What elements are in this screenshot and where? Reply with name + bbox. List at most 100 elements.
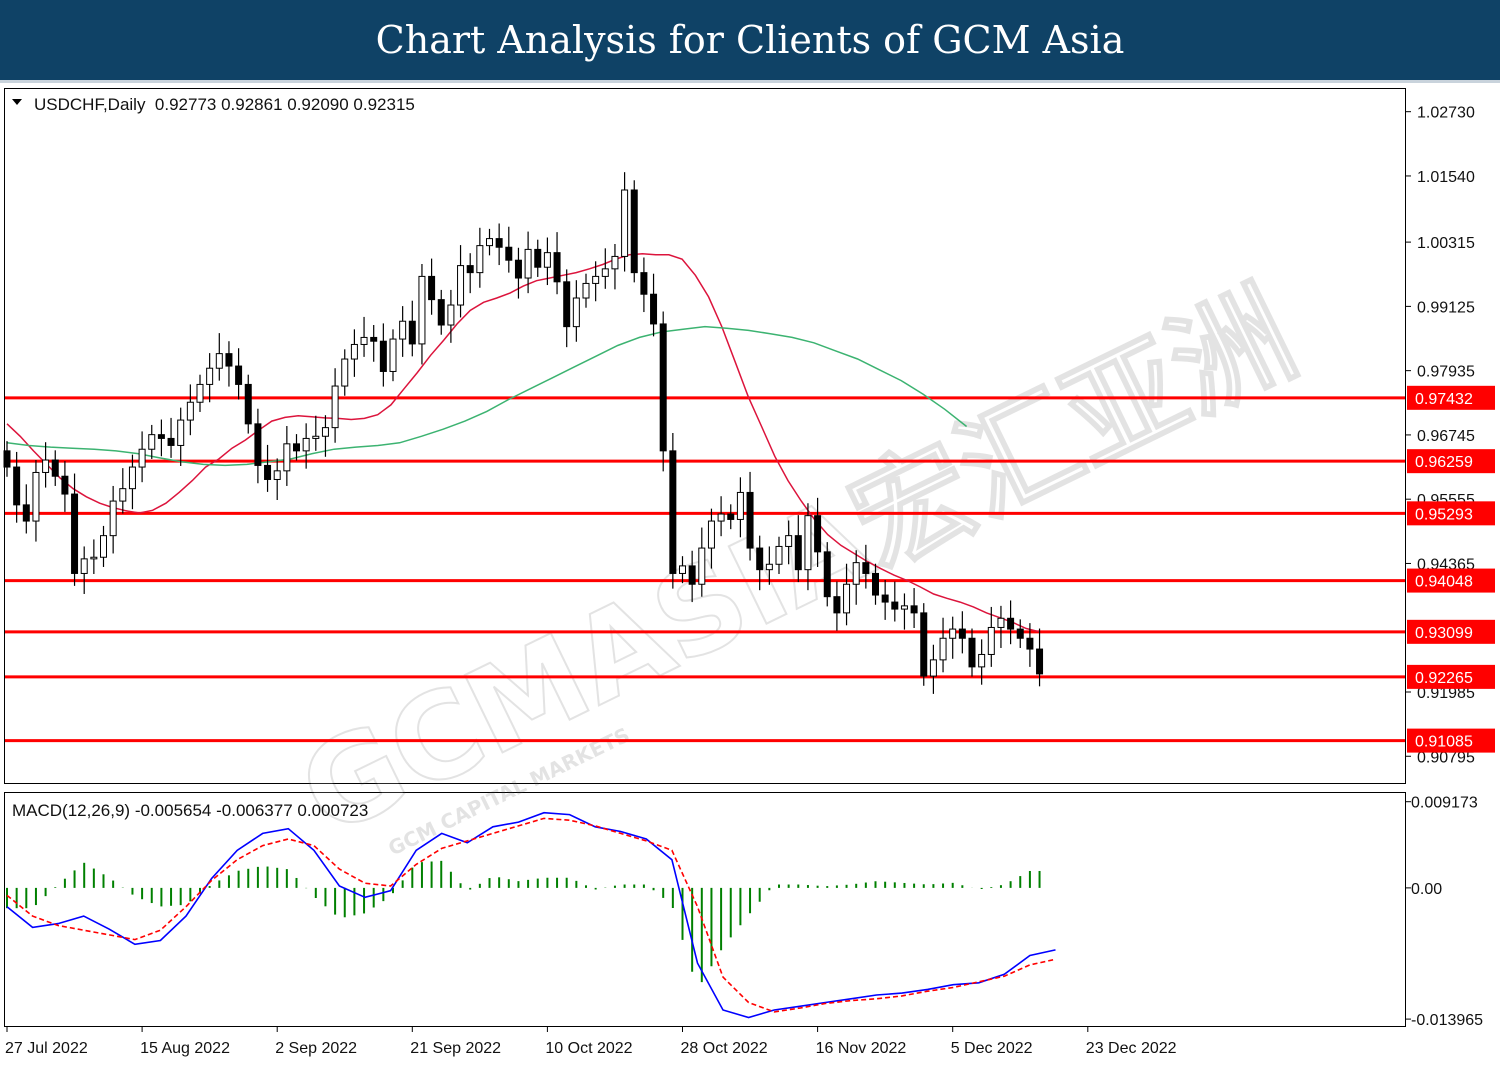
candle-body — [563, 281, 571, 328]
time-tick-label: 2 Sep 2022 — [275, 1040, 357, 1057]
candle-body — [42, 459, 50, 473]
candle-body — [350, 343, 358, 360]
candle-body — [949, 628, 957, 639]
candle-body — [833, 596, 841, 614]
macd-indicator — [6, 811, 1056, 1019]
candle-body — [3, 450, 11, 468]
price-tick-label: 0.91985 — [1417, 685, 1475, 702]
time-tick-label: 27 Jul 2022 — [5, 1040, 88, 1057]
candle-body — [157, 434, 165, 439]
ma-fast-line — [6, 252, 1040, 633]
candle-body — [206, 367, 214, 385]
time-tick-label: 15 Aug 2022 — [140, 1040, 230, 1057]
candle-body — [80, 558, 88, 574]
candle-body — [650, 293, 658, 325]
candle-body — [814, 515, 822, 553]
macd-panel-frame — [4, 792, 1406, 1027]
candle-body — [138, 448, 146, 468]
level-label-box — [1407, 385, 1495, 410]
level-label: 0.93099 — [1415, 625, 1473, 642]
candle-body — [872, 572, 879, 596]
time-axis: 27 Jul 2022 15 Aug 2022 2 Sep 2022 21 Sep 2… — [5, 1026, 1177, 1057]
candle-body — [476, 245, 484, 274]
candle-body — [254, 423, 262, 466]
candle-body — [765, 563, 773, 571]
candle-body — [13, 466, 21, 506]
candle-body — [601, 268, 609, 277]
candle-body — [698, 547, 706, 585]
candle-body — [389, 338, 397, 372]
level-label-box — [1407, 619, 1495, 644]
candle-body — [418, 275, 426, 345]
time-tick-label: 16 Nov 2022 — [816, 1040, 907, 1057]
candle-body — [148, 434, 156, 450]
candle-body — [32, 471, 40, 522]
level-label: 0.94048 — [1415, 574, 1473, 591]
macd-info: MACD(12,26,9) -0.005654 -0.006377 0.0007… — [12, 801, 368, 820]
ma-slow-line — [6, 325, 968, 467]
candle-body — [379, 340, 387, 372]
candle-body — [592, 275, 600, 284]
candle-body — [852, 562, 860, 585]
candle-body — [225, 353, 233, 367]
level-label-box — [1407, 568, 1495, 593]
candle-body — [167, 437, 175, 446]
time-tick-label: 28 Oct 2022 — [681, 1040, 768, 1057]
candle-body — [370, 336, 378, 342]
macd-signal-line — [6, 817, 1056, 1013]
price-tick-label: 0.90795 — [1417, 749, 1475, 766]
macd-tick-label: -0.013965 — [1411, 1012, 1483, 1029]
candle-body — [727, 513, 735, 520]
candle-body — [891, 601, 899, 610]
candle-body — [1026, 637, 1034, 650]
candle-body — [119, 488, 127, 502]
candle-body — [360, 336, 368, 345]
candle-body — [611, 255, 619, 270]
candlesticks — [3, 172, 1044, 694]
candle-body — [823, 551, 831, 598]
level-label: 0.92265 — [1415, 670, 1473, 687]
candle-body — [543, 252, 551, 268]
candle-body — [900, 605, 908, 610]
macd-tick-label: 0.00 — [1411, 881, 1442, 898]
candle-body — [524, 248, 532, 279]
collapse-triangle-icon[interactable] — [12, 99, 22, 105]
candle-body — [572, 297, 580, 328]
candle-body — [90, 556, 98, 560]
macd-tick-label: 0.009173 — [1411, 795, 1478, 812]
price-tick-label: 0.96745 — [1417, 428, 1475, 445]
macd-line — [6, 811, 1056, 1019]
candle-body — [505, 246, 513, 261]
candle-body — [408, 320, 416, 345]
candle-body — [466, 265, 474, 274]
level-label: 0.91085 — [1415, 734, 1473, 751]
candle-body — [302, 437, 310, 452]
candle-body — [128, 466, 136, 490]
candle-body — [51, 459, 59, 477]
price-tick-label: 0.99125 — [1417, 299, 1475, 316]
candle-body — [630, 189, 638, 274]
candle-body — [553, 252, 561, 283]
candle-body — [717, 513, 725, 522]
candle-body — [804, 515, 812, 571]
candle-body — [843, 583, 851, 614]
candle-body — [341, 358, 349, 387]
candle-body — [794, 535, 802, 571]
level-label: 0.95293 — [1415, 506, 1473, 523]
candle-body — [968, 637, 976, 668]
level-label: 0.97432 — [1415, 391, 1473, 408]
candle-body — [244, 383, 252, 425]
page-title: Chart Analysis for Clients of GCM Asia — [375, 18, 1125, 62]
candle-body — [186, 401, 194, 421]
candle-body — [534, 248, 542, 268]
candle-body — [457, 265, 465, 306]
candle-body — [621, 189, 629, 257]
macd-axis: 0.009173 0.00 -0.013965 — [1405, 795, 1483, 1029]
candle-body — [862, 562, 870, 574]
time-tick-label: 5 Dec 2022 — [951, 1040, 1033, 1057]
candle-body — [428, 275, 436, 301]
level-label-box — [1407, 501, 1495, 526]
candle-body — [293, 443, 300, 452]
time-tick-label: 23 Dec 2022 — [1086, 1040, 1177, 1057]
level-label-box — [1407, 449, 1495, 474]
